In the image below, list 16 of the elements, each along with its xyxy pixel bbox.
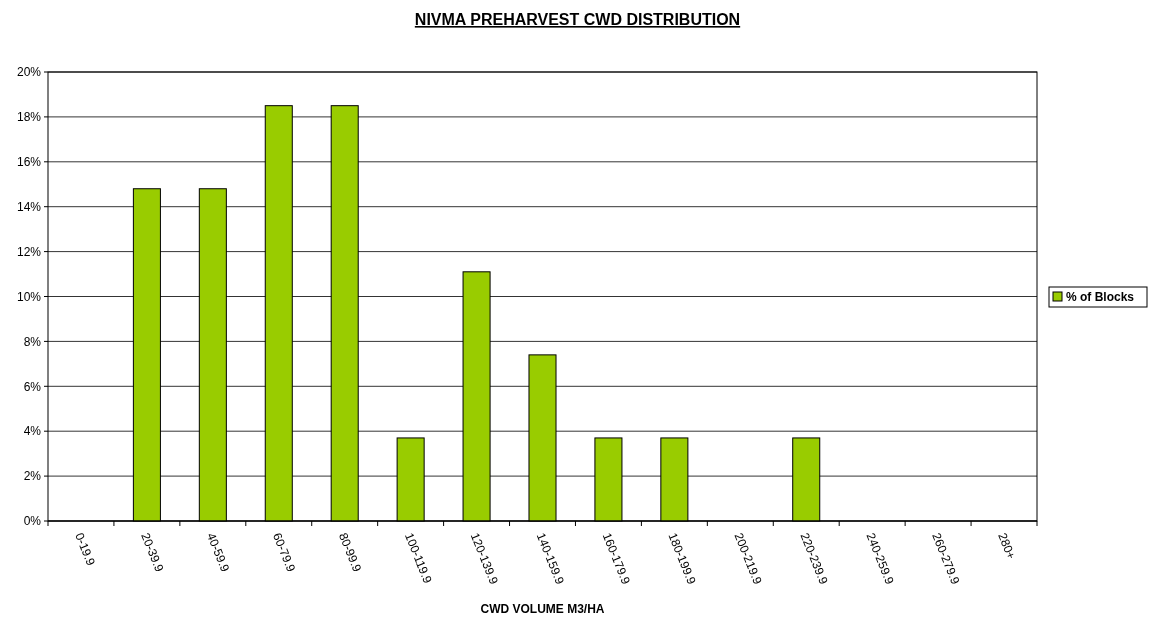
x-axis-title: CWD VOLUME M3/HA <box>480 602 605 616</box>
y-tick-label: 10% <box>16 289 42 304</box>
y-tick-label: 12% <box>16 244 42 259</box>
x-tick-label: 280+ <box>995 530 1019 562</box>
y-tick-label: 18% <box>16 110 42 125</box>
y-tick-label: 2% <box>23 469 42 484</box>
x-tick-label: 0-19.9 <box>72 530 99 568</box>
y-tick-label: 6% <box>23 379 42 394</box>
y-tick-label: 4% <box>23 424 42 439</box>
chart-title: NIVMA PREHARVEST CWD DISTRIBUTION <box>414 11 741 28</box>
y-tick-label: 16% <box>16 155 42 169</box>
y-tick-label: 8% <box>23 334 42 349</box>
y-tick-label: 20% <box>16 65 42 80</box>
y-tick-label: 0% <box>23 514 42 529</box>
y-tick-label: 14% <box>16 199 42 214</box>
legend-label: % of Blocks <box>1066 290 1135 305</box>
